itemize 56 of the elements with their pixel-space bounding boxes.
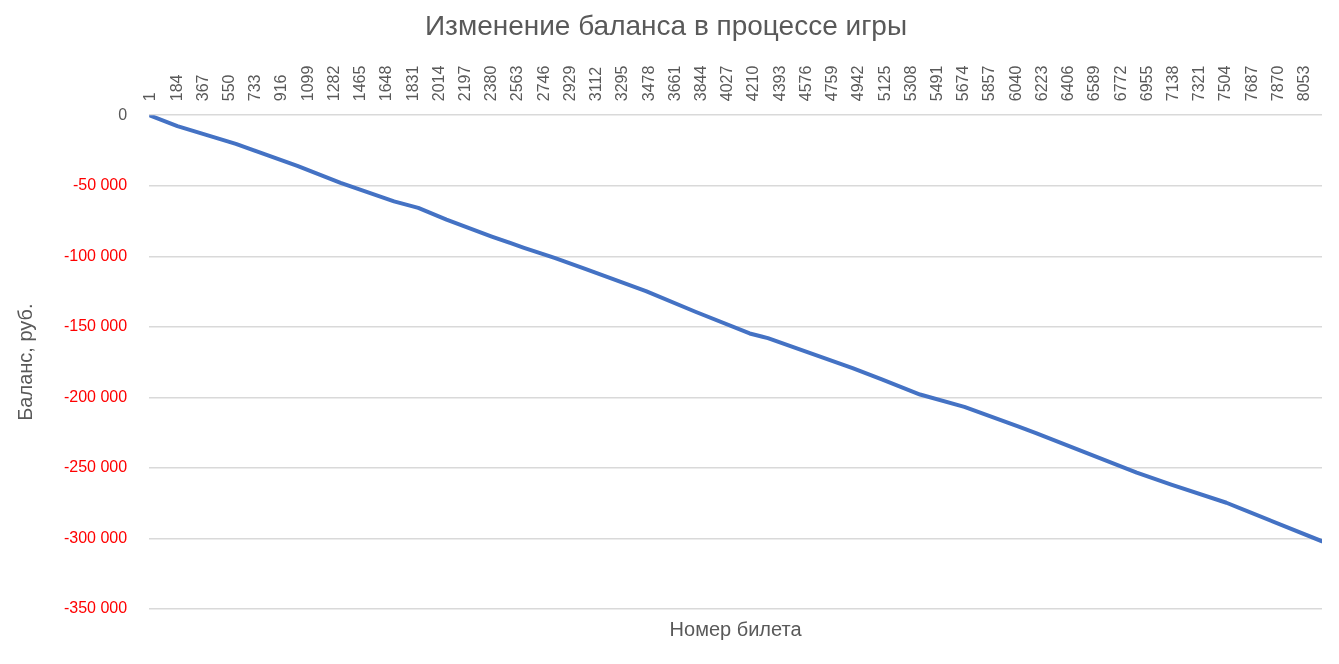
- x-tick-label: 6772: [1111, 65, 1129, 102]
- x-tick-label: 1099: [298, 65, 316, 102]
- x-tick-label: 2929: [560, 65, 578, 102]
- x-tick-label: 8053: [1295, 65, 1313, 102]
- x-tick-label: 4759: [823, 65, 841, 102]
- x-tick-label: 1: [141, 92, 159, 102]
- x-tick-label: 184: [167, 74, 185, 102]
- x-tick-label: 7321: [1190, 65, 1208, 102]
- x-tick-label: 5308: [901, 65, 919, 102]
- x-tick-label: 6406: [1059, 65, 1077, 102]
- x-tick-label: 6223: [1032, 65, 1050, 102]
- y-tick-label: -150 000: [63, 317, 128, 335]
- x-tick-label: 2563: [508, 65, 526, 102]
- x-tick-label: 3112: [587, 66, 605, 102]
- x-tick-label: 4393: [770, 65, 788, 102]
- x-tick-label: 5674: [954, 65, 972, 102]
- x-tick-label: 733: [246, 74, 264, 102]
- y-tick-label: -100 000: [63, 246, 128, 264]
- x-tick-label: 4942: [849, 65, 867, 102]
- y-axis-title: Баланс, руб.: [13, 303, 36, 421]
- x-tick-label: 6589: [1085, 65, 1103, 102]
- y-tick-label: -50 000: [72, 176, 128, 194]
- x-tick-label: 4576: [796, 65, 814, 102]
- y-tick-label: -300 000: [63, 528, 128, 546]
- x-tick-label: 5125: [875, 65, 893, 102]
- chart-title: Изменение баланса в процессе игры: [424, 9, 908, 41]
- x-tick-label: 4027: [718, 65, 736, 102]
- x-tick-label: 7504: [1216, 65, 1234, 102]
- x-tick-label: 3844: [692, 65, 710, 102]
- x-tick-label: 3295: [613, 65, 631, 102]
- x-tick-label: 2197: [456, 65, 474, 102]
- x-tick-label: 2380: [482, 65, 500, 102]
- y-tick-label: -250 000: [63, 458, 128, 476]
- x-tick-label: 4210: [744, 65, 762, 102]
- x-tick-label: 1282: [324, 65, 342, 102]
- x-tick-label: 5491: [928, 65, 946, 102]
- x-tick-label: 916: [272, 74, 290, 102]
- y-tick-label: 0: [118, 105, 128, 123]
- y-tick-label: -350 000: [63, 599, 128, 617]
- x-tick-label: 5857: [980, 65, 998, 102]
- x-tick-label: 7870: [1268, 65, 1286, 102]
- x-tick-label: 1465: [351, 65, 369, 102]
- x-tick-label: 550: [220, 74, 238, 102]
- x-tick-label: 2014: [429, 65, 447, 102]
- x-tick-label: 6040: [1006, 65, 1024, 102]
- y-tick-label: -200 000: [63, 387, 128, 405]
- x-tick-label: 3661: [665, 65, 683, 102]
- x-tick-label: 1831: [403, 65, 421, 102]
- x-tick-label: 7687: [1242, 65, 1260, 102]
- x-axis-title: Номер билета: [669, 617, 803, 640]
- x-tick-label: 2746: [534, 65, 552, 102]
- x-tick-label: 3478: [639, 65, 657, 102]
- x-tick-label: 1648: [377, 65, 395, 102]
- x-tick-label: 7138: [1164, 65, 1182, 102]
- x-tick-label: 6955: [1137, 65, 1155, 102]
- x-tick-label: 367: [193, 74, 211, 102]
